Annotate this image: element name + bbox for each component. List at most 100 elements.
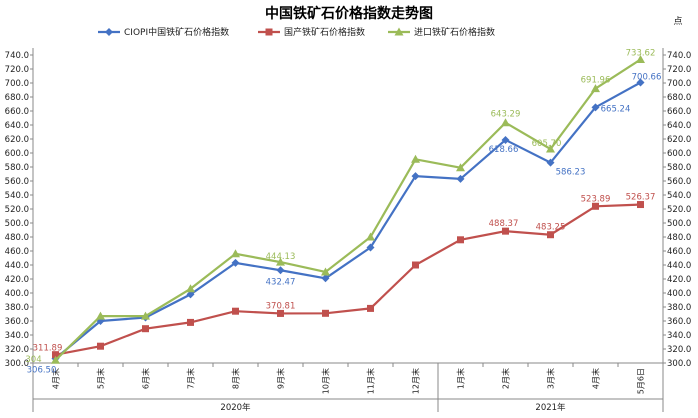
y-tick-label-left: 380.0 bbox=[5, 303, 29, 313]
data-point-diamond bbox=[501, 135, 510, 144]
x-category-label: 4月末 bbox=[51, 368, 61, 389]
data-label: 586.23 bbox=[556, 168, 586, 178]
data-point-diamond bbox=[636, 78, 645, 87]
series-line bbox=[54, 81, 642, 360]
y-tick-label-right: 460.0 bbox=[667, 247, 691, 257]
y-tick-label-left: 420.0 bbox=[5, 275, 29, 285]
y-tick-label-left: 500.0 bbox=[5, 219, 29, 229]
x-category-label: 9月末 bbox=[276, 368, 286, 389]
data-point-square bbox=[187, 318, 194, 326]
x-category-label: 6月末 bbox=[141, 368, 151, 389]
data-point-triangle bbox=[366, 232, 375, 241]
data-point-diamond bbox=[456, 174, 465, 183]
y-tick-label-right: 680.0 bbox=[667, 93, 691, 103]
y-tick-label-left: 600.0 bbox=[5, 149, 29, 159]
y-tick-label-right: 700.0 bbox=[667, 79, 691, 89]
y-tick-label-right: 380.0 bbox=[667, 303, 691, 313]
y-tick-label-right: 720.0 bbox=[667, 65, 691, 75]
y-tick-label-left: 560.0 bbox=[5, 177, 29, 187]
x-category-label: 7月末 bbox=[186, 368, 196, 389]
data-point-triangle bbox=[96, 311, 105, 320]
y-tick-label-left: 620.0 bbox=[5, 135, 29, 145]
x-category-label: 11月末 bbox=[366, 368, 376, 394]
axes: 300.0 300.0 320.0 320.0 340.0 340.0 360.0 360.0… bbox=[5, 48, 691, 413]
x-category-label: 10月末 bbox=[321, 368, 331, 394]
data-point-diamond bbox=[321, 274, 330, 283]
legend-label: CIOPI中国铁矿石价格指数 bbox=[124, 26, 229, 38]
right-axis-unit: 点 bbox=[673, 16, 682, 27]
y-tick-label-right: 740.0 bbox=[667, 51, 691, 61]
data-point-triangle bbox=[231, 249, 240, 258]
year-group-label: 2021年 bbox=[535, 402, 566, 413]
series-layer bbox=[51, 54, 645, 364]
y-tick-label-left: 580.0 bbox=[5, 163, 29, 173]
year-group-label: 2020年 bbox=[220, 402, 251, 413]
data-point-square bbox=[367, 304, 374, 312]
y-tick-label-right: 620.0 bbox=[667, 135, 691, 145]
y-tick-label-right: 600.0 bbox=[667, 149, 691, 159]
y-tick-label-right: 640.0 bbox=[667, 121, 691, 131]
y-tick-label-left: 460.0 bbox=[5, 247, 29, 257]
data-label: 488.37 bbox=[489, 219, 519, 229]
x-category-label: 8月末 bbox=[231, 368, 241, 389]
y-tick-label-left: 640.0 bbox=[5, 121, 29, 131]
data-label: 483.25 bbox=[536, 223, 566, 233]
y-tick-label-left: 700.0 bbox=[5, 79, 29, 89]
y-tick-label-left: 680.0 bbox=[5, 93, 29, 103]
data-point-triangle bbox=[276, 257, 285, 266]
y-tick-label-left: 480.0 bbox=[5, 233, 29, 243]
y-tick-label-left: 400.0 bbox=[5, 289, 29, 299]
data-point-square bbox=[457, 236, 464, 244]
data-label: 700.66 bbox=[632, 73, 662, 83]
data-label: 618.66 bbox=[489, 145, 519, 155]
data-point-triangle bbox=[501, 118, 510, 127]
data-point-square bbox=[637, 201, 644, 209]
x-category-label: 5月末 bbox=[96, 368, 106, 389]
y-tick-label-right: 400.0 bbox=[667, 289, 691, 299]
y-tick-label-right: 660.0 bbox=[667, 107, 691, 117]
data-point-triangle bbox=[456, 163, 465, 172]
y-tick-label-left: 720.0 bbox=[5, 65, 29, 75]
data-label: 311.89 bbox=[33, 344, 63, 354]
data-labels-layer: 306.50 432.47 618.66 586.23 665.24 700.66 311.… bbox=[25, 48, 661, 375]
y-tick-label-left: 300.0 bbox=[5, 359, 29, 369]
x-category-label: 1月末 bbox=[456, 368, 466, 389]
chart-title: 中国铁矿石价格指数走势图 bbox=[265, 5, 433, 22]
series-line bbox=[55, 203, 641, 356]
y-tick-label-right: 540.0 bbox=[667, 191, 691, 201]
y-tick-label-left: 540.0 bbox=[5, 191, 29, 201]
data-point-square bbox=[142, 325, 149, 333]
y-tick-label-right: 360.0 bbox=[667, 317, 691, 327]
data-label: 306.50 bbox=[27, 365, 57, 375]
legend-label: 进口铁矿石价格指数 bbox=[414, 26, 495, 38]
x-category-label: 2月末 bbox=[501, 368, 511, 389]
data-point-triangle bbox=[546, 144, 555, 153]
data-point-square bbox=[52, 351, 59, 359]
data-point-triangle bbox=[321, 267, 330, 276]
data-label: 526.37 bbox=[626, 193, 656, 203]
data-point-square bbox=[502, 227, 509, 235]
data-point-square bbox=[265, 28, 273, 36]
y-tick-label-right: 420.0 bbox=[667, 275, 691, 285]
data-point-diamond bbox=[231, 258, 240, 267]
y-tick-label-right: 440.0 bbox=[667, 261, 691, 271]
data-point-triangle bbox=[591, 84, 600, 93]
data-label: 370.81 bbox=[266, 301, 296, 311]
data-label: 733.62 bbox=[626, 48, 656, 58]
legend-label: 国产铁矿石价格指数 bbox=[284, 26, 365, 38]
data-point-diamond bbox=[411, 172, 420, 181]
y-tick-label-left: 660.0 bbox=[5, 107, 29, 117]
x-category-label: 12月末 bbox=[411, 368, 421, 394]
data-point-triangle bbox=[411, 154, 420, 163]
y-tick-label-left: 360.0 bbox=[5, 317, 29, 327]
data-point-diamond bbox=[186, 290, 195, 299]
data-point-square bbox=[97, 342, 104, 350]
y-tick-label-left: 740.0 bbox=[5, 51, 29, 61]
y-tick-label-right: 500.0 bbox=[667, 219, 691, 229]
data-point-square bbox=[412, 261, 419, 269]
data-point-square bbox=[232, 307, 239, 315]
data-point-triangle bbox=[394, 27, 404, 36]
data-label: 605.70 bbox=[532, 139, 562, 149]
x-category-label: 5月6日 bbox=[637, 368, 646, 394]
